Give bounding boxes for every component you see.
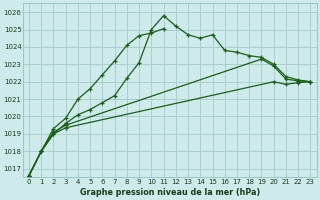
X-axis label: Graphe pression niveau de la mer (hPa): Graphe pression niveau de la mer (hPa) (80, 188, 260, 197)
